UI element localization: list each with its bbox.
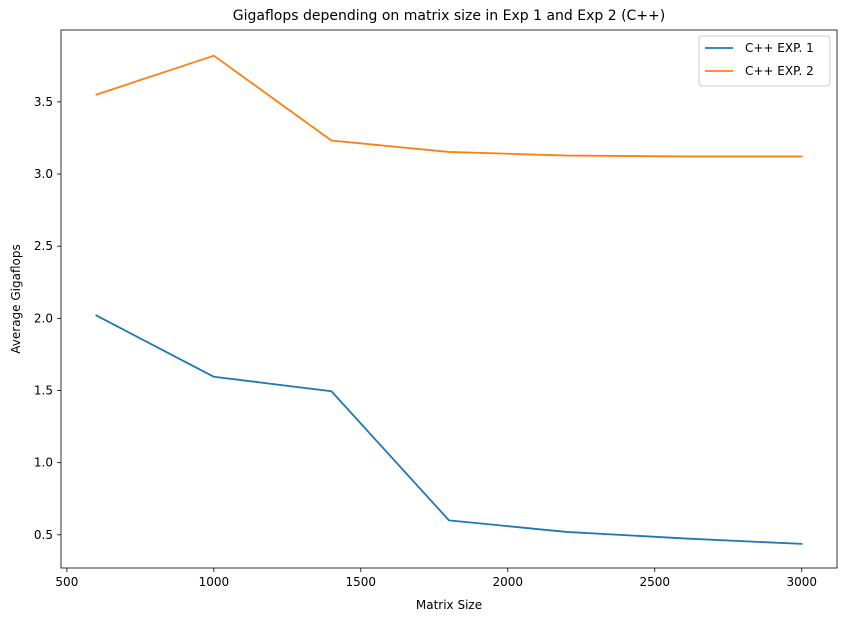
y-axis-tick-label: 2.0: [34, 311, 53, 325]
x-axis-tick-label: 500: [55, 575, 78, 589]
series-line-exp-1: [95, 314, 803, 545]
y-axis-tick-label: 3.5: [34, 95, 53, 109]
x-axis-tick-label: 2000: [493, 575, 524, 589]
y-axis: 0.5 1.0 1.5 2.0 2.5 3.0 3.5: [34, 95, 61, 542]
x-axis: 500 1000 1500 2000 2500 3000: [55, 568, 817, 589]
x-axis-tick-label: 1000: [199, 575, 230, 589]
plot-area: [61, 30, 837, 568]
series-layer: [95, 54, 803, 545]
y-axis-label: Average Gigaflops: [9, 244, 23, 353]
y-axis-tick-label: 2.5: [34, 239, 53, 253]
legend: C++ EXP. 1 C++ EXP. 2: [698, 35, 831, 87]
y-axis-tick-label: 1.5: [34, 383, 53, 397]
chart-title: Gigaflops depending on matrix size in Ex…: [233, 8, 665, 24]
x-axis-tick-label: 2500: [639, 575, 670, 589]
y-axis-tick-label: 1.0: [34, 456, 53, 470]
y-axis-tick-label: 3.0: [34, 167, 53, 181]
y-axis-tick-label: 0.5: [34, 528, 53, 542]
plot-background: [61, 30, 837, 568]
legend-label-exp-1: C++ EXP. 1: [745, 41, 814, 55]
series-line-exp-2: [95, 54, 803, 158]
x-axis-tick-label: 3000: [786, 575, 817, 589]
plot-frame: [60, 29, 838, 569]
x-axis-tick-label: 1500: [346, 575, 377, 589]
legend-label-exp-2: C++ EXP. 2: [745, 64, 814, 78]
x-axis-label: Matrix Size: [416, 598, 482, 612]
